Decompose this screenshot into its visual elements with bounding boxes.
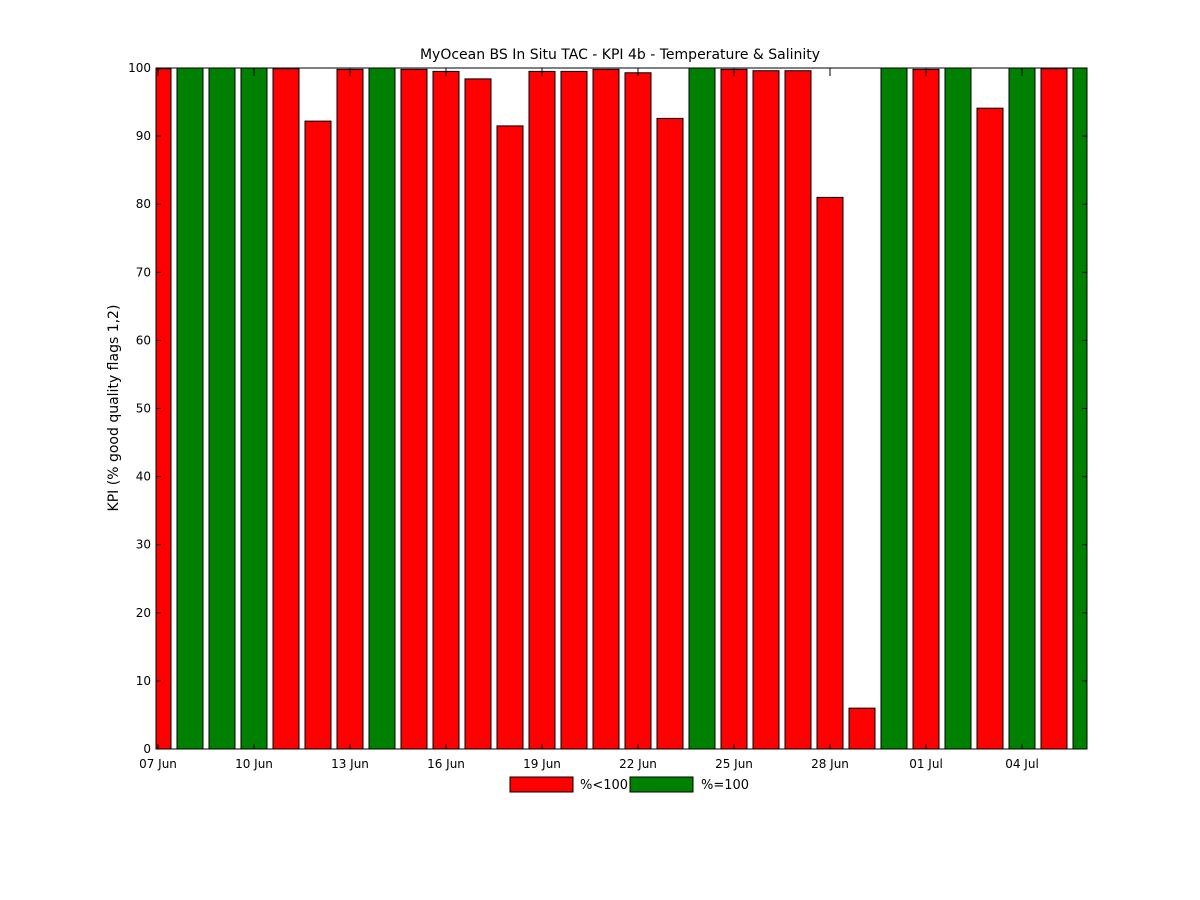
bar-12 (528, 70, 556, 750)
legend-label-equal-100: %=100 (701, 778, 749, 793)
bar-20 (784, 70, 812, 750)
y-tick-label-90: 90 (136, 129, 151, 143)
bars-group (155, 67, 1088, 750)
bar-4 (272, 68, 300, 750)
bar-27 (1008, 67, 1036, 750)
bar-3 (240, 67, 268, 750)
bar-1 (176, 67, 204, 750)
legend: %<100 %=100 (509, 776, 749, 793)
y-tick-label-30: 30 (136, 538, 151, 552)
bar-14 (592, 68, 620, 750)
bar-10 (464, 78, 492, 750)
y-tick-label-0: 0 (143, 742, 151, 756)
x-ticks-group: 07 Jun 10 Jun 13 Jun 16 Jun 19 Jun 22 Jun 25 J… (139, 68, 1039, 771)
bar-18 (720, 68, 748, 750)
y-tick-label-80: 80 (136, 197, 151, 211)
y-tick-label-60: 60 (136, 333, 151, 347)
y-axis-label: KPI (% good quality flags 1,2) (106, 305, 122, 512)
bar-9 (432, 70, 460, 750)
y-tick-label-70: 70 (136, 265, 151, 279)
legend-swatch-equal-100 (629, 776, 694, 793)
y-tick-label-20: 20 (136, 606, 151, 620)
bar-19 (752, 70, 780, 750)
x-tick-label-9: 16 Jun (427, 757, 465, 771)
bar-8 (400, 68, 428, 750)
y-tick-label-100: 100 (128, 61, 151, 75)
x-tick-label-24: 01 Jul (909, 757, 943, 771)
bar-24 (912, 68, 940, 750)
x-tick-label-21: 28 Jun (811, 757, 849, 771)
x-tick-label-12: 19 Jun (523, 757, 561, 771)
legend-swatch-below-100 (509, 776, 574, 793)
x-tick-label-15: 22 Jun (619, 757, 657, 771)
chart-title: MyOcean BS In Situ TAC - KPI 4b - Temper… (420, 47, 820, 63)
x-tick-label-18: 25 Jun (715, 757, 753, 771)
legend-label-below-100: %<100 (580, 778, 628, 793)
y-tick-label-10: 10 (136, 674, 151, 688)
bar-21 (816, 196, 844, 750)
bar-17 (688, 67, 716, 750)
x-tick-label-27: 04 Jul (1005, 757, 1039, 771)
bar-5 (304, 120, 332, 750)
bar-23 (880, 67, 908, 750)
x-tick-label-6: 13 Jun (331, 757, 369, 771)
bar-16 (656, 117, 684, 750)
x-tick-label-0: 07 Jun (139, 757, 177, 771)
bar-6 (336, 68, 364, 750)
bar-25 (944, 67, 972, 750)
bar-22 (848, 707, 876, 750)
bar-7 (368, 67, 396, 750)
y-tick-label-50: 50 (136, 402, 151, 416)
bar-28 (1040, 68, 1068, 750)
bar-15 (624, 72, 652, 750)
y-ticks-group: 0 10 20 30 40 50 60 70 80 90 100 (128, 61, 1087, 756)
bar-13 (560, 70, 588, 750)
bar-26 (976, 107, 1004, 750)
bar-2 (208, 67, 236, 750)
x-tick-label-3: 10 Jun (235, 757, 273, 771)
bar-11 (496, 125, 524, 750)
y-tick-label-40: 40 (136, 470, 151, 484)
